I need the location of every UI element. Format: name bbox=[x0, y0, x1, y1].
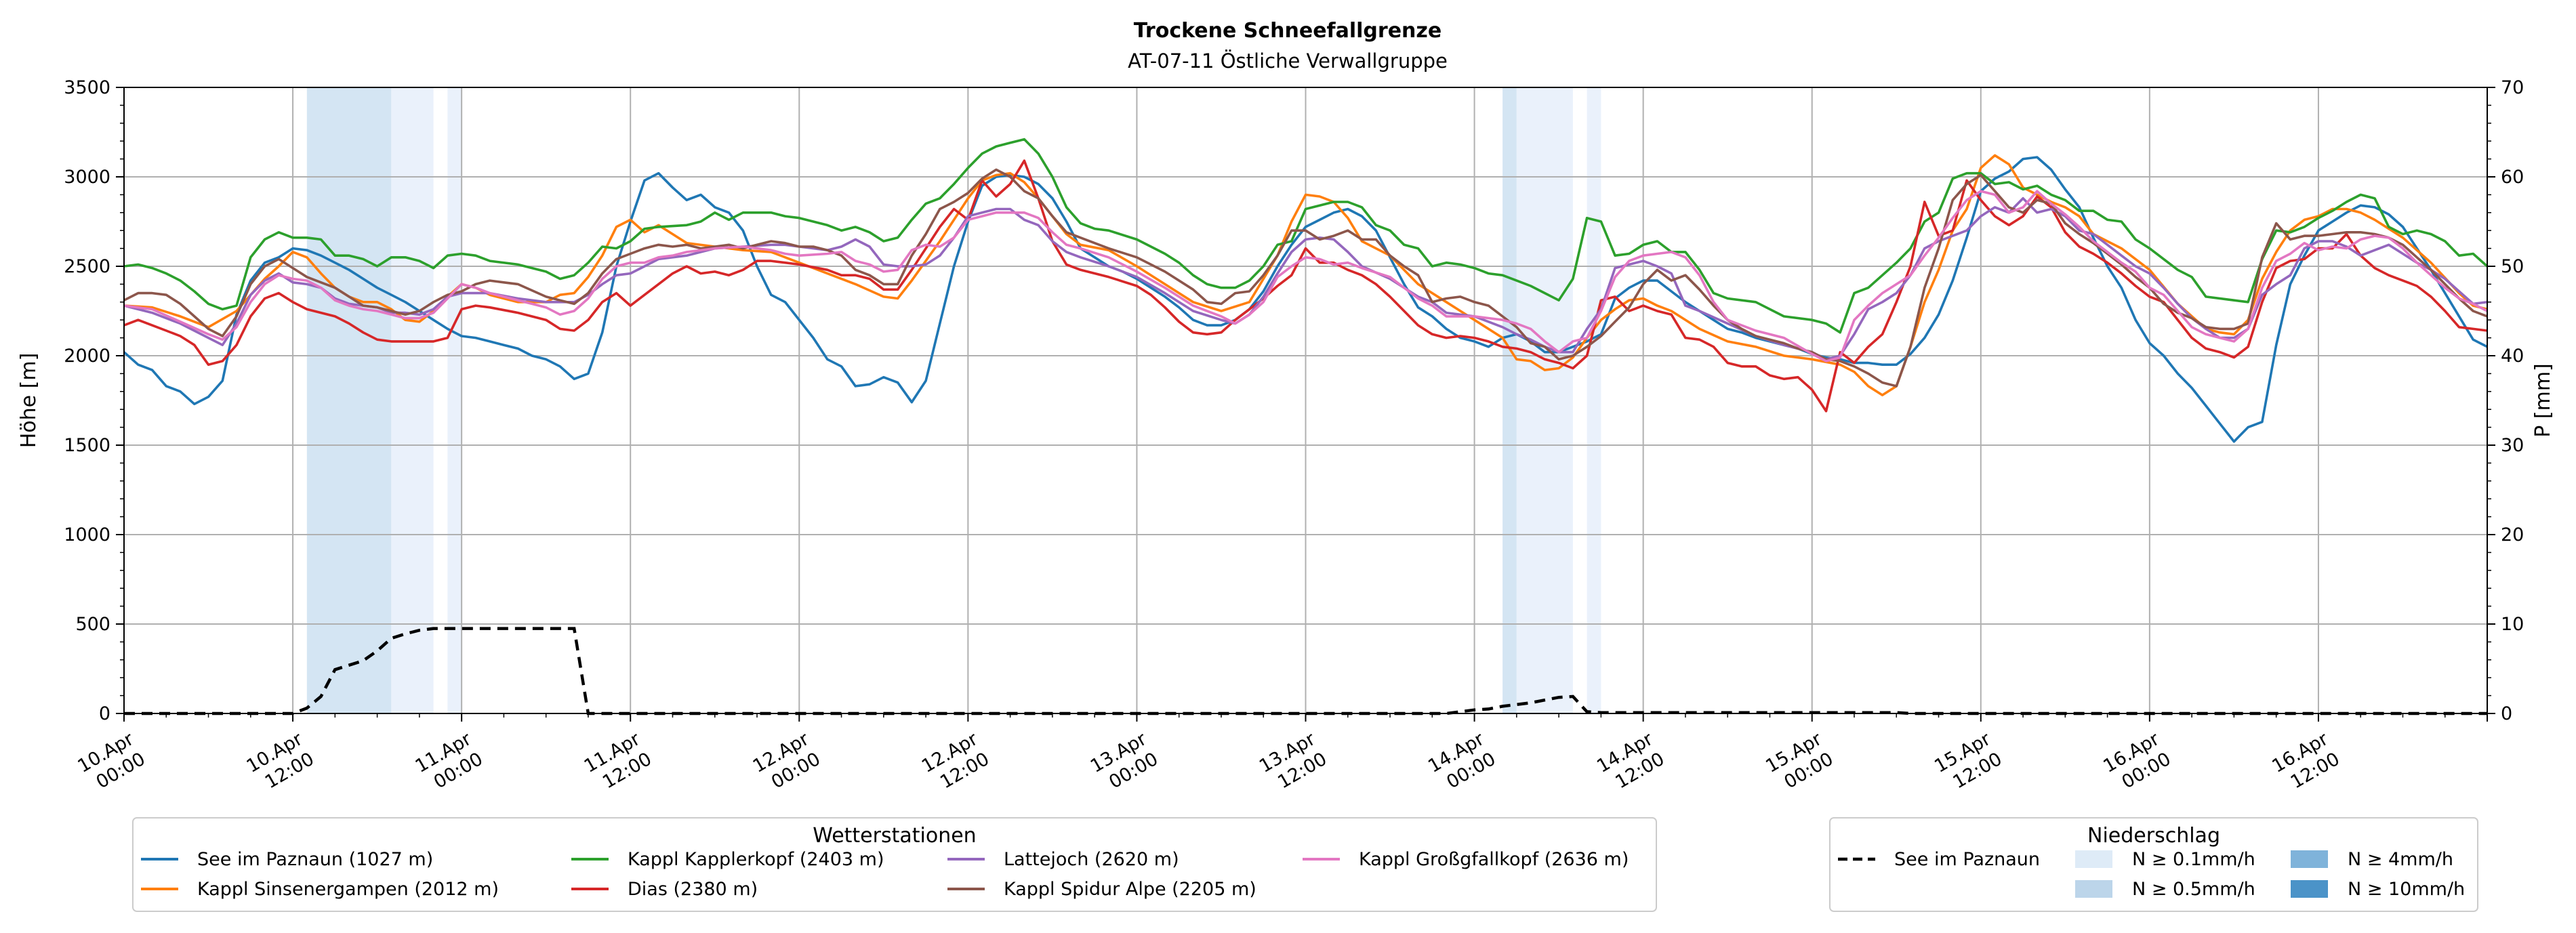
y2-tick-label-20: 20 bbox=[2501, 524, 2524, 545]
y-tick-label-3000: 3000 bbox=[64, 167, 110, 188]
precip-line-see-im-paznaun bbox=[124, 627, 2487, 716]
y-axis-label: Höhe [m] bbox=[17, 353, 41, 449]
legend-label-kappl-sinsenergampen-2012-m: Kappl Sinsenergampen (2012 m) bbox=[197, 879, 499, 900]
y-tick-label-500: 500 bbox=[75, 614, 110, 635]
y2-tick-label-50: 50 bbox=[2501, 256, 2524, 277]
precip-legend-swatch-1 bbox=[2075, 850, 2112, 868]
legend-label-lattejoch-2620-m: Lattejoch (2620 m) bbox=[1004, 849, 1179, 870]
series-line-dias-2380-m bbox=[123, 159, 2488, 413]
stations-legend-box bbox=[132, 817, 1657, 912]
legend-item-kappl-kapplerkopf-2403-m: Kappl Kapplerkopf (2403 m) bbox=[571, 849, 884, 870]
precip-legend-title: Niederschlag bbox=[2087, 824, 2220, 848]
y-axis-left: 0 500 1000 1500 2000 2500 3000 3500 bbox=[64, 77, 124, 724]
legend-label-kappl-spidur-alpe-2205-m: Kappl Spidur Alpe (2205 m) bbox=[1004, 879, 1256, 900]
series-line-kappl-kapplerkopf-2403-m bbox=[123, 138, 2489, 334]
precip-legend-items: See im Paznaun N ≥ 0.1mm/h N ≥ 0.5mm/h N ≥ … bbox=[1838, 849, 2465, 900]
legend-item-kappl-gro-gfallkopf-2636-m: Kappl Großgfallkopf (2636 m) bbox=[1303, 849, 1629, 870]
precip-band-1 bbox=[391, 87, 434, 713]
precip-band-3 bbox=[1502, 87, 1517, 713]
legend-item-dias-2380-m: Dias (2380 m) bbox=[571, 879, 758, 900]
y-tick-label-2000: 2000 bbox=[64, 346, 110, 367]
y-tick-label-1000: 1000 bbox=[64, 524, 110, 545]
precip-legend-label-2: N ≥ 0.5mm/h bbox=[2132, 879, 2255, 900]
precip-legend-item-0: See im Paznaun bbox=[1838, 849, 2040, 870]
y-tick-label-3500: 3500 bbox=[64, 77, 110, 98]
legend-item-kappl-sinsenergampen-2012-m: Kappl Sinsenergampen (2012 m) bbox=[141, 879, 499, 900]
series-line-see-im-paznaun-1027-m bbox=[123, 156, 2488, 443]
series-line-kappl-sinsenergampen-2012-m bbox=[123, 154, 2488, 396]
y2-tick-label-30: 30 bbox=[2501, 435, 2524, 456]
chart-subtitle: AT-07-11 Östliche Verwallgruppe bbox=[1128, 49, 1448, 72]
precip-line bbox=[124, 627, 2487, 716]
station-lines bbox=[123, 138, 2489, 443]
precip-legend-label-1: N ≥ 0.1mm/h bbox=[2132, 849, 2255, 870]
legend-label-see-im-paznaun-1027-m: See im Paznaun (1027 m) bbox=[197, 849, 433, 870]
legend-item-kappl-spidur-alpe-2205-m: Kappl Spidur Alpe (2205 m) bbox=[947, 879, 1256, 900]
legend-label-kappl-kapplerkopf-2403-m: Kappl Kapplerkopf (2403 m) bbox=[628, 849, 884, 870]
y2-axis-label: P [mm] bbox=[2531, 363, 2555, 437]
precip-legend-label-4: N ≥ 10mm/h bbox=[2348, 879, 2465, 900]
series-line-kappl-gro-gfallkopf-2636-m bbox=[123, 190, 2488, 362]
precip-legend-swatch-3 bbox=[2291, 850, 2328, 868]
y2-tick-label-40: 40 bbox=[2501, 346, 2524, 367]
series-line-kappl-spidur-alpe-2205-m bbox=[123, 168, 2488, 388]
precip-legend-item-2: N ≥ 0.5mm/h bbox=[2075, 879, 2255, 900]
y2-tick-label-0: 0 bbox=[2501, 703, 2512, 724]
precip-legend-label-3: N ≥ 4mm/h bbox=[2348, 849, 2453, 870]
precip-band-4 bbox=[1516, 87, 1573, 713]
series-line-lattejoch-2620-m bbox=[123, 196, 2488, 361]
y2-tick-label-60: 60 bbox=[2501, 167, 2524, 188]
legend-item-lattejoch-2620-m: Lattejoch (2620 m) bbox=[947, 849, 1179, 870]
y-tick-label-2500: 2500 bbox=[64, 256, 110, 277]
precip-bands bbox=[306, 87, 1601, 713]
precip-legend-label-0: See im Paznaun bbox=[1894, 849, 2040, 870]
precip-band-0 bbox=[306, 87, 392, 713]
precip-legend-item-4: N ≥ 10mm/h bbox=[2291, 879, 2465, 900]
stations-legend: Wetterstationen See im Paznaun (1027 m) K… bbox=[132, 817, 1657, 912]
legend-label-dias-2380-m: Dias (2380 m) bbox=[628, 879, 758, 900]
precip-band-2 bbox=[447, 87, 462, 713]
stations-legend-items: See im Paznaun (1027 m) Kappl Sinsenergam… bbox=[141, 849, 1629, 900]
chart-title: Trockene Schneefallgrenze bbox=[1134, 19, 1442, 43]
y-tick-label-0: 0 bbox=[99, 703, 110, 724]
legend-item-see-im-paznaun-1027-m: See im Paznaun (1027 m) bbox=[141, 849, 433, 870]
precip-legend-item-3: N ≥ 4mm/h bbox=[2291, 849, 2453, 870]
precip-band-5 bbox=[1587, 87, 1601, 713]
y-tick-label-1500: 1500 bbox=[64, 435, 110, 456]
precip-legend-swatch-4 bbox=[2291, 880, 2328, 898]
y2-tick-label-10: 10 bbox=[2501, 614, 2524, 635]
precip-legend-swatch-2 bbox=[2075, 880, 2112, 898]
legend-label-kappl-gro-gfallkopf-2636-m: Kappl Großgfallkopf (2636 m) bbox=[1359, 849, 1629, 870]
precip-legend-item-1: N ≥ 0.1mm/h bbox=[2075, 849, 2255, 870]
stations-legend-title: Wetterstationen bbox=[813, 824, 976, 848]
grid-lines bbox=[124, 87, 2487, 713]
y2-tick-label-70: 70 bbox=[2501, 77, 2524, 98]
precip-legend: Niederschlag See im Paznaun N ≥ 0.1mm/h N … bbox=[1829, 817, 2478, 912]
y-axis-right: 0 10 20 30 40 50 60 70 bbox=[2487, 77, 2524, 724]
